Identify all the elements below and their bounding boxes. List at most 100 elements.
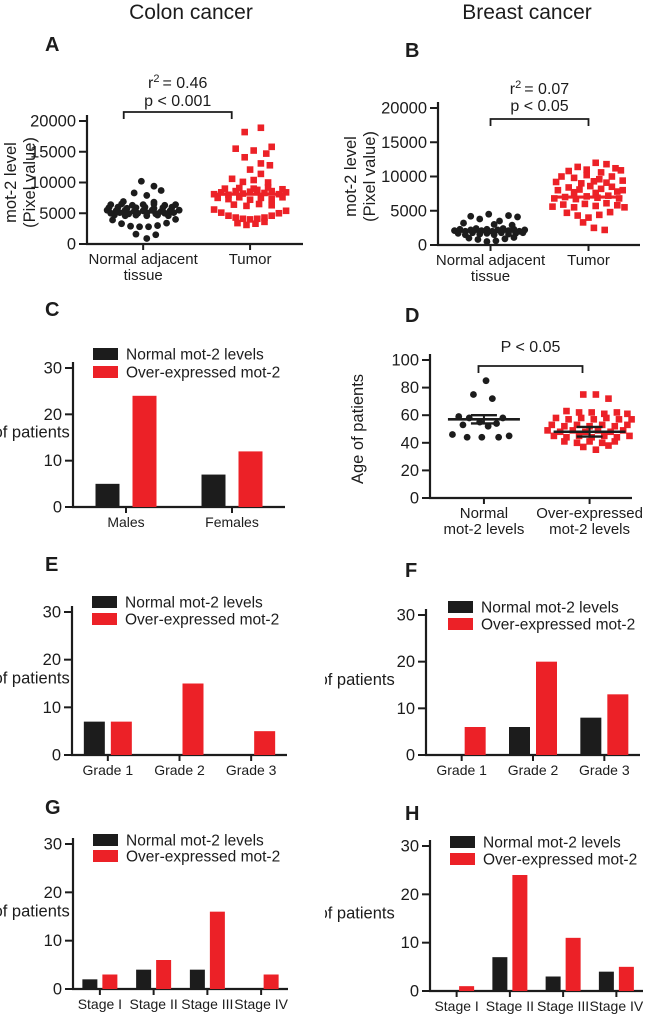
bar-normal: [580, 717, 602, 755]
column-titles: Colon cancer Breast cancer: [0, 0, 650, 28]
data-point: [613, 433, 621, 441]
bar-overexpressed: [618, 966, 634, 991]
data-point: [449, 431, 456, 438]
data-point: [268, 143, 275, 151]
data-point: [230, 201, 238, 208]
data-point: [243, 221, 250, 229]
data-point: [574, 212, 581, 219]
data-point: [253, 186, 261, 194]
column-title-colon-cancer: Colon cancer: [129, 1, 253, 24]
bar-overexpressed: [102, 974, 118, 989]
data-point: [606, 208, 614, 216]
data-point: [157, 187, 165, 194]
data-point: [621, 204, 628, 211]
data-point: [574, 163, 581, 171]
data-point: [246, 196, 254, 204]
data-point: [252, 220, 259, 228]
data-point: [483, 238, 491, 245]
data-point: [592, 446, 600, 453]
data-point: [563, 433, 570, 441]
legend-swatch: [93, 850, 118, 862]
data-point: [550, 195, 558, 202]
y-tick-label: 10000: [381, 168, 427, 186]
data-point: [467, 212, 475, 220]
x-category-label: Tumor: [567, 252, 610, 269]
data-point: [579, 219, 587, 226]
data-point: [232, 214, 239, 221]
data-point: [583, 166, 590, 173]
data-point: [611, 422, 619, 430]
data-point: [268, 201, 275, 209]
data-point: [601, 226, 608, 234]
legend-swatch: [92, 596, 117, 608]
data-point: [279, 185, 286, 193]
data-point: [460, 219, 467, 227]
data-point: [476, 215, 484, 223]
legend-swatch: [92, 613, 117, 625]
data-point: [548, 421, 556, 429]
data-point: [478, 433, 486, 441]
y-tick-label: 10000: [30, 174, 76, 192]
data-point: [210, 206, 218, 213]
panel-A-chart: 0 5000 10000 15000 20000 mot-2 level (Pixel va…: [2, 73, 303, 284]
data-point: [590, 224, 598, 232]
data-point: [246, 166, 254, 173]
panel-F-chart: 0 10 20 30 Number of patients Grade 1 Grade 2 G…: [325, 600, 640, 778]
data-point: [109, 216, 116, 224]
data-point: [573, 439, 581, 447]
x-category-label: Grade 3: [579, 762, 630, 778]
data-point: [592, 391, 600, 398]
significance-bracket: [489, 118, 590, 126]
y-tick-label: 20: [401, 886, 419, 904]
data-point: [603, 414, 610, 422]
data-point: [214, 194, 221, 202]
legend-swatch: [448, 618, 473, 630]
bar-overexpressed: [254, 731, 276, 755]
data-point: [266, 161, 274, 169]
data-point: [505, 432, 513, 440]
data-point: [282, 189, 290, 196]
data-point: [239, 178, 247, 186]
data-point: [470, 391, 477, 398]
y-tick-label: 0: [53, 981, 62, 999]
bar-normal: [189, 969, 205, 989]
data-point: [624, 421, 631, 429]
data-point: [598, 421, 606, 429]
data-point: [588, 409, 595, 416]
data-point: [581, 200, 589, 208]
data-point: [132, 230, 140, 238]
y-axis-title: Number of patients: [0, 670, 70, 688]
row-grade: E 0 10 20 30 Number of patients Grade 1 Grade …: [0, 548, 650, 791]
data-point: [570, 204, 578, 211]
legend-label: Normal mot-2 levels: [125, 595, 263, 612]
data-point: [514, 213, 521, 221]
bar-normal: [95, 483, 120, 507]
data-point: [127, 222, 134, 230]
r-squared-label: r2 = 0.07: [510, 79, 569, 98]
bar-overexpressed: [182, 683, 204, 755]
bar-normal: [201, 474, 226, 507]
panel-C-chart: 0 10 20 30 Number of patients Males Females Nor…: [0, 347, 285, 530]
y-tick-label: 80: [401, 379, 419, 397]
y-tick-label: 15000: [381, 134, 427, 152]
data-point: [565, 167, 572, 175]
x-category-label: Normal: [460, 505, 508, 522]
data-point: [510, 234, 518, 241]
data-point: [235, 193, 243, 201]
significance-bracket: [477, 365, 584, 373]
x-category-label: Grade 1: [436, 762, 487, 778]
data-point: [508, 221, 516, 229]
y-tick-label: 30: [44, 360, 62, 378]
panel-H-chart: 0 10 20 30 Number of patients Stage I Stage II…: [325, 835, 644, 1015]
data-point: [152, 231, 160, 239]
data-point: [268, 212, 275, 220]
x-category-label: Grade 3: [226, 762, 277, 778]
data-point: [275, 209, 283, 217]
bar-overexpressed: [156, 960, 172, 989]
y-tick-label: 100: [391, 352, 419, 370]
y-tick-label: 0: [410, 490, 419, 508]
panel-G: G 0 10 20 30 Number of patients Stage I Stage …: [0, 791, 325, 1016]
data-point: [615, 416, 623, 423]
y-tick-label: 30: [401, 838, 419, 856]
